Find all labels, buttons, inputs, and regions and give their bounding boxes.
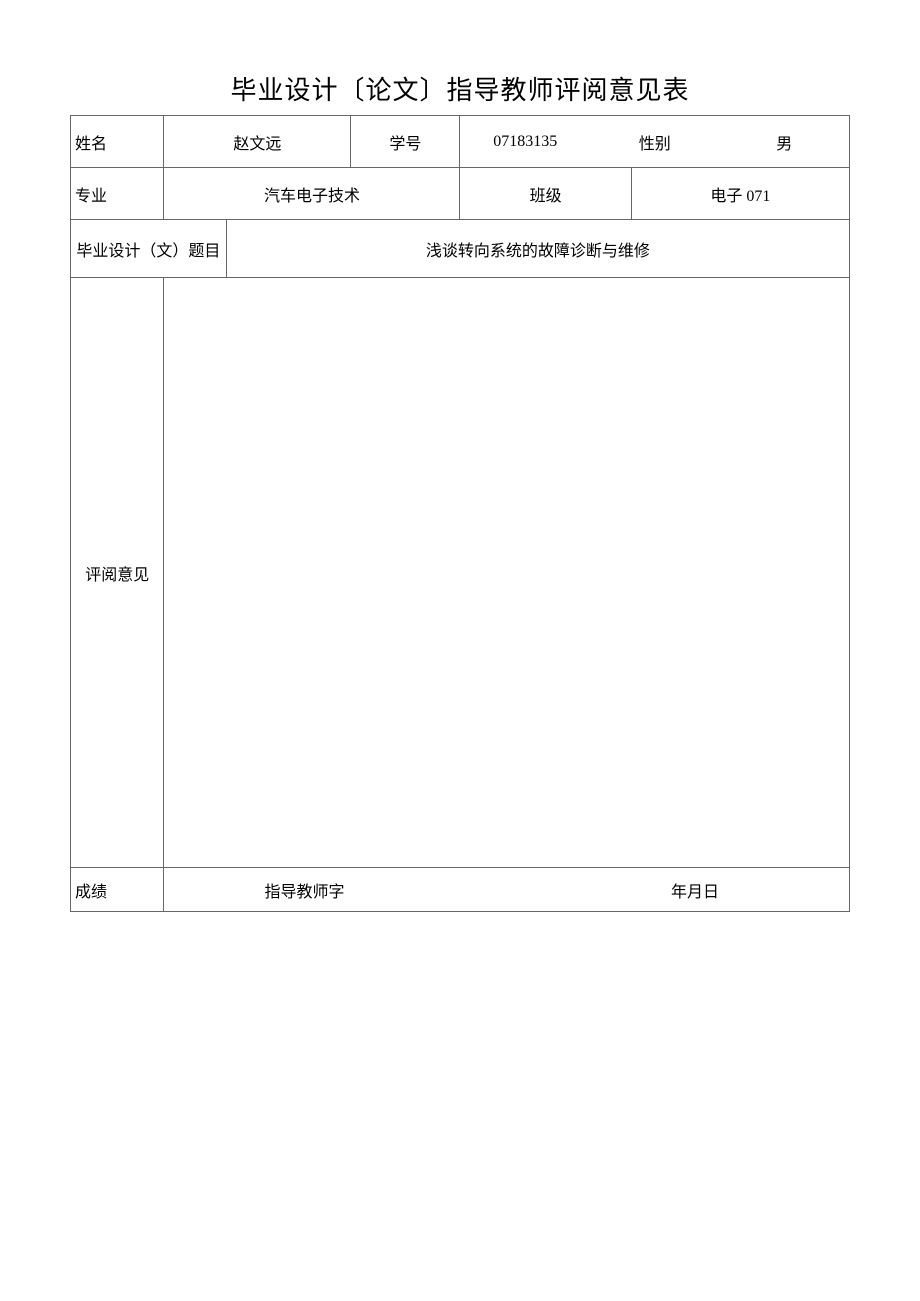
value-major: 汽车电子技术: [164, 168, 460, 220]
label-name: 姓名: [71, 116, 164, 168]
row-review: 评阅意见: [71, 278, 850, 868]
row-name: 姓名 赵文远 学号 07183135 性别 男: [71, 116, 850, 168]
row-topic: 毕业设计（文）题目 浅谈转向系统的故障诊断与维修: [71, 220, 850, 278]
label-date: 年月日: [671, 878, 719, 902]
label-class: 班级: [460, 168, 631, 220]
value-review: [164, 278, 850, 868]
label-topic: 毕业设计（文）题目: [71, 220, 227, 278]
label-student-no: 学号: [351, 116, 460, 168]
label-major: 专业: [71, 168, 164, 220]
evaluation-table: 姓名 赵文远 学号 07183135 性别 男 专业 汽车电子技术 班级 电子 …: [70, 115, 850, 912]
value-gender: 男: [719, 130, 849, 154]
page-title: 毕业设计〔论文〕指导教师评阅意见表: [70, 70, 850, 107]
row1-right: 07183135 性别 男: [460, 116, 850, 168]
value-student-no: 07183135: [460, 133, 590, 151]
value-name: 赵文远: [164, 116, 351, 168]
value-class: 电子 071: [631, 168, 849, 220]
label-review: 评阅意见: [71, 278, 164, 868]
label-gender: 性别: [590, 130, 720, 154]
row-grade: 成绩 指导教师字 年月日: [71, 868, 850, 912]
value-topic: 浅谈转向系统的故障诊断与维修: [226, 220, 849, 278]
row-major: 专业 汽车电子技术 班级 电子 071: [71, 168, 850, 220]
label-grade: 成绩: [71, 868, 164, 912]
grade-sign-cell: 指导教师字 年月日: [164, 868, 850, 912]
label-teacher-sign: 指导教师字: [264, 878, 344, 902]
